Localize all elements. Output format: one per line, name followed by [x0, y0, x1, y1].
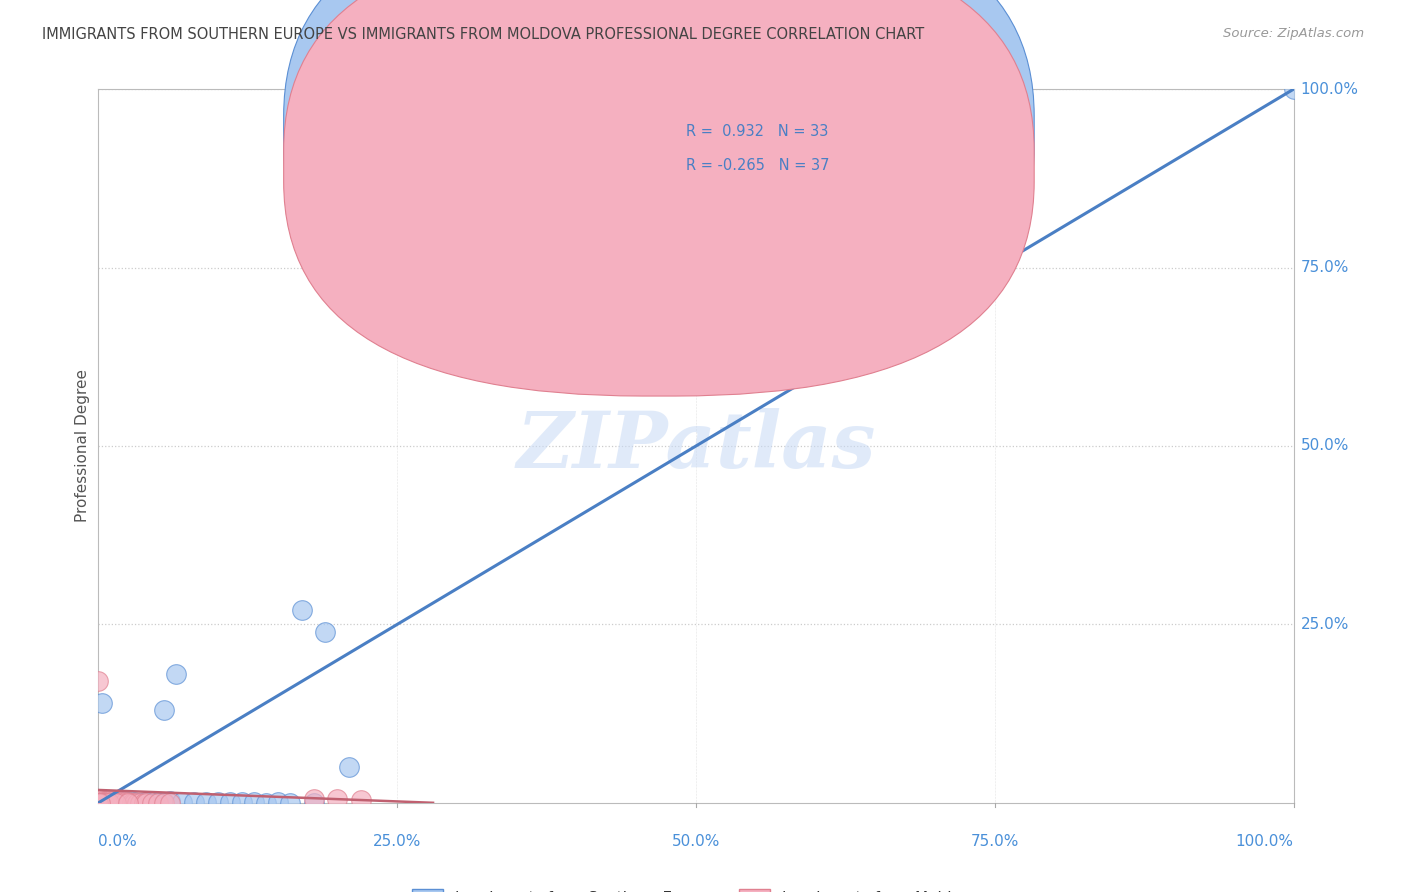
Point — [90, 793, 112, 807]
Point — [93, 796, 115, 810]
Text: 25.0%: 25.0% — [373, 834, 422, 849]
Point — [337, 760, 360, 774]
Point — [125, 796, 148, 810]
Point — [148, 796, 170, 810]
Point — [290, 603, 312, 617]
FancyBboxPatch shape — [619, 100, 988, 193]
Point — [165, 667, 187, 681]
Point — [96, 796, 118, 810]
Point — [315, 624, 337, 639]
Point — [105, 796, 128, 810]
Point — [101, 794, 124, 808]
Y-axis label: Professional Degree: Professional Degree — [75, 369, 90, 523]
Point — [135, 795, 157, 809]
Text: 100.0%: 100.0% — [1301, 82, 1358, 96]
Text: 50.0%: 50.0% — [1301, 439, 1348, 453]
Point — [141, 796, 163, 810]
Point — [124, 796, 146, 810]
Point — [231, 795, 253, 809]
Text: R =  0.932   N = 33: R = 0.932 N = 33 — [686, 124, 828, 139]
Point — [148, 795, 170, 809]
Point — [159, 796, 181, 810]
Text: ZIPatlas: ZIPatlas — [516, 408, 876, 484]
Point — [87, 674, 110, 689]
Point — [89, 796, 111, 810]
FancyBboxPatch shape — [284, 0, 1035, 396]
Point — [101, 796, 124, 810]
Text: 50.0%: 50.0% — [672, 834, 720, 849]
Point — [278, 796, 301, 810]
Text: 25.0%: 25.0% — [1301, 617, 1348, 632]
Point — [94, 794, 117, 808]
Point — [98, 796, 121, 810]
Point — [97, 794, 120, 808]
Point — [117, 795, 139, 809]
Point — [194, 795, 217, 809]
Text: 75.0%: 75.0% — [970, 834, 1019, 849]
Point — [114, 795, 136, 809]
FancyBboxPatch shape — [284, 0, 1035, 362]
Point — [93, 796, 115, 810]
Point — [254, 796, 277, 810]
Point — [302, 796, 325, 810]
Point — [129, 796, 152, 810]
Point — [129, 796, 152, 810]
Point — [90, 796, 112, 810]
Point — [91, 794, 114, 808]
Point — [350, 793, 373, 807]
Point — [98, 795, 122, 809]
Legend: Immigrants from Southern Europe, Immigrants from Moldova: Immigrants from Southern Europe, Immigra… — [405, 882, 987, 892]
Point — [98, 794, 122, 808]
Text: 100.0%: 100.0% — [1236, 834, 1294, 849]
Point — [108, 796, 131, 810]
Point — [153, 703, 176, 717]
Point — [124, 795, 146, 809]
Text: 75.0%: 75.0% — [1301, 260, 1348, 275]
Point — [87, 796, 110, 810]
Point — [96, 796, 118, 810]
Point — [105, 795, 128, 809]
Text: Source: ZipAtlas.com: Source: ZipAtlas.com — [1223, 27, 1364, 40]
Text: IMMIGRANTS FROM SOUTHERN EUROPE VS IMMIGRANTS FROM MOLDOVA PROFESSIONAL DEGREE C: IMMIGRANTS FROM SOUTHERN EUROPE VS IMMIG… — [42, 27, 924, 42]
Text: 0.0%: 0.0% — [98, 834, 138, 849]
Point — [117, 796, 139, 810]
Point — [159, 794, 181, 808]
Point — [91, 796, 114, 810]
Point — [302, 792, 325, 806]
Point — [108, 795, 131, 809]
Point — [111, 795, 134, 809]
Point — [207, 795, 229, 809]
Point — [183, 795, 205, 809]
Point — [87, 796, 110, 810]
Point — [104, 795, 127, 809]
Point — [172, 795, 194, 809]
Point — [132, 796, 155, 810]
Point — [87, 792, 110, 806]
Point — [153, 795, 176, 809]
Text: R = -0.265   N = 37: R = -0.265 N = 37 — [686, 158, 830, 173]
Point — [117, 795, 139, 809]
Point — [326, 792, 349, 806]
Point — [219, 795, 242, 809]
Point — [121, 796, 143, 810]
Point — [153, 796, 176, 810]
Point — [91, 696, 114, 710]
Point — [267, 795, 290, 809]
Point — [111, 795, 134, 809]
Point — [135, 796, 157, 810]
Point — [1282, 82, 1305, 96]
Point — [243, 795, 266, 809]
Point — [107, 795, 129, 809]
Point — [89, 796, 111, 810]
